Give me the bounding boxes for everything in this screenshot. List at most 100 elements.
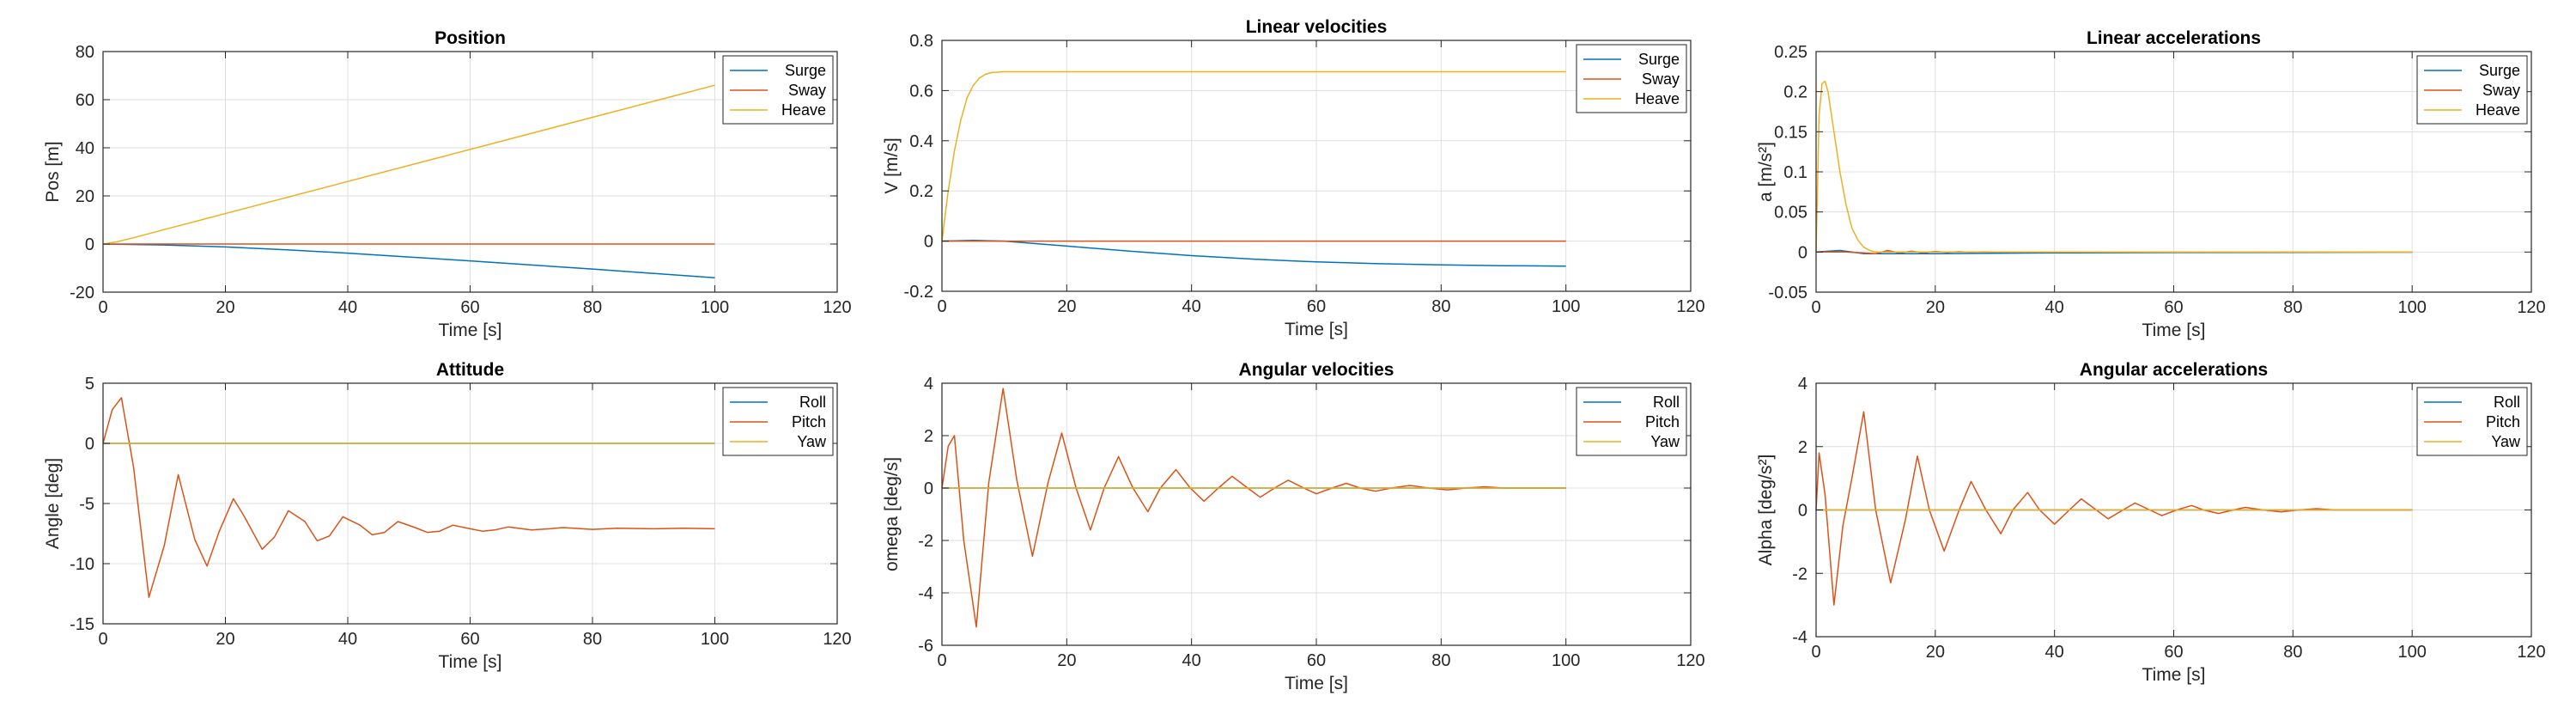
x-axis-label: Time [s]	[439, 652, 502, 672]
x-tick-label: 120	[1676, 297, 1704, 316]
x-tick-label: 0	[98, 298, 107, 317]
y-tick-label: 4	[1798, 375, 1807, 394]
x-tick-label: 20	[216, 630, 234, 649]
y-tick-label: 0.1	[1783, 163, 1807, 182]
x-tick-label: 120	[823, 630, 851, 649]
y-tick-label: 2	[924, 427, 933, 446]
legend-entry-surge: Surge	[2479, 62, 2520, 79]
y-tick-label: 0	[1798, 243, 1807, 262]
x-tick-label: 20	[1926, 643, 1945, 662]
y-tick-label: 0.8	[909, 32, 933, 51]
y-tick-label: 0.4	[909, 132, 933, 151]
legend: Surge Sway Heave	[1576, 44, 1687, 113]
y-axis-label: Angle [deg]	[43, 458, 63, 549]
x-tick-label: 0	[1811, 298, 1820, 317]
x-tick-label: 80	[583, 298, 602, 317]
x-tick-label: 40	[338, 630, 357, 649]
x-tick-label: 40	[338, 298, 357, 317]
legend-entry-sway: Sway	[2482, 82, 2520, 99]
legend-entry-pitch: Pitch	[792, 413, 826, 430]
x-tick-label: 100	[701, 298, 729, 317]
chart-title: Angular accelerations	[2080, 360, 2268, 380]
x-tick-label: 80	[2283, 298, 2302, 317]
legend-entry-pitch: Pitch	[1645, 413, 1680, 430]
legend-entry-roll: Roll	[799, 394, 826, 411]
y-axis-label: Pos [m]	[43, 141, 63, 202]
chart-title: Linear velocities	[1246, 17, 1388, 37]
series-line-heave	[102, 84, 715, 245]
x-tick-label: 0	[1811, 643, 1820, 662]
x-tick-label: 0	[98, 630, 107, 649]
x-tick-label: 80	[1431, 651, 1450, 670]
legend-entry-heave: Heave	[2476, 101, 2520, 119]
x-tick-label: 100	[2397, 643, 2426, 662]
y-tick-label: 0.15	[1774, 123, 1807, 142]
y-tick-label: 40	[76, 139, 94, 158]
x-tick-label: 60	[2164, 643, 2183, 662]
x-tick-label: 0	[937, 651, 946, 670]
series-line-heave	[941, 70, 1566, 241]
x-tick-label: 80	[583, 630, 602, 649]
legend-entry-surge: Surge	[785, 62, 826, 79]
x-tick-label: 120	[2517, 643, 2545, 662]
x-tick-label: 20	[1926, 298, 1945, 317]
y-tick-label: 80	[76, 43, 94, 62]
chart-title: Linear accelerations	[2087, 28, 2261, 48]
x-tick-label: 80	[1431, 297, 1450, 316]
y-tick-label: 0.2	[1783, 83, 1807, 102]
y-tick-label: -6	[918, 637, 933, 656]
legend-entry-sway: Sway	[1642, 70, 1680, 88]
x-tick-label: 60	[1307, 651, 1326, 670]
x-tick-label: 100	[1552, 297, 1580, 316]
y-tick-label: -20	[70, 284, 94, 302]
x-tick-label: 40	[2045, 298, 2064, 317]
y-tick-label: 0.25	[1774, 43, 1807, 62]
y-tick-label: -0.2	[904, 283, 933, 302]
x-tick-label: 120	[2517, 298, 2545, 317]
series-line-pitch	[941, 388, 1566, 628]
y-tick-label: -4	[918, 584, 933, 603]
series-line-heave	[1815, 80, 2413, 253]
y-tick-label: 0.2	[909, 182, 933, 201]
legend: Roll Pitch Yaw	[2416, 387, 2528, 456]
series-line-surge	[1815, 249, 2413, 254]
legend-entry-yaw: Yaw	[1650, 433, 1680, 450]
chart-panel-0: 0 20 40 60 80 100 120-20020406080PositionTime …	[43, 28, 852, 340]
x-tick-label: 120	[823, 298, 851, 317]
y-tick-label: 0	[924, 479, 933, 498]
legend-entry-pitch: Pitch	[2486, 413, 2520, 430]
y-tick-label: 2	[1798, 438, 1807, 457]
series-line-surge	[102, 243, 715, 278]
legend-entry-yaw: Yaw	[2491, 433, 2521, 450]
x-tick-label: 40	[1182, 651, 1201, 670]
x-axis-label: Time [s]	[439, 320, 502, 340]
legend: Roll Pitch Yaw	[722, 387, 834, 456]
y-tick-label: 0.05	[1774, 204, 1807, 223]
y-tick-label: -4	[1792, 628, 1807, 647]
x-tick-label: 20	[1057, 297, 1076, 316]
y-tick-label: -0.05	[1768, 284, 1807, 302]
legend-entry-heave: Heave	[781, 101, 826, 119]
x-tick-label: 100	[701, 630, 729, 649]
y-tick-label: 5	[85, 375, 94, 394]
x-tick-label: 60	[460, 298, 479, 317]
x-tick-label: 20	[216, 298, 234, 317]
y-tick-label: -2	[918, 532, 933, 551]
chart-title: Attitude	[436, 360, 504, 380]
y-tick-label: -2	[1792, 565, 1807, 583]
x-tick-label: 100	[2397, 298, 2426, 317]
y-tick-label: 20	[76, 187, 94, 206]
y-axis-label: Alpha [deg/s²]	[1756, 455, 1776, 566]
x-tick-label: 20	[1057, 651, 1076, 670]
y-tick-label: 0.6	[909, 82, 933, 101]
x-tick-label: 60	[460, 630, 479, 649]
x-tick-label: 60	[1307, 297, 1326, 316]
y-axis-label: V [m/s]	[882, 137, 902, 193]
x-tick-label: 120	[1676, 651, 1704, 670]
legend-entry-heave: Heave	[1635, 90, 1680, 107]
chart-panel-5: 0 20 40 60 80 100 120 -4 -2 0 2 4 Angular accelerati…	[1756, 360, 2546, 685]
x-axis-label: Time [s]	[1285, 674, 1348, 693]
legend-entry-surge: Surge	[1638, 51, 1680, 68]
